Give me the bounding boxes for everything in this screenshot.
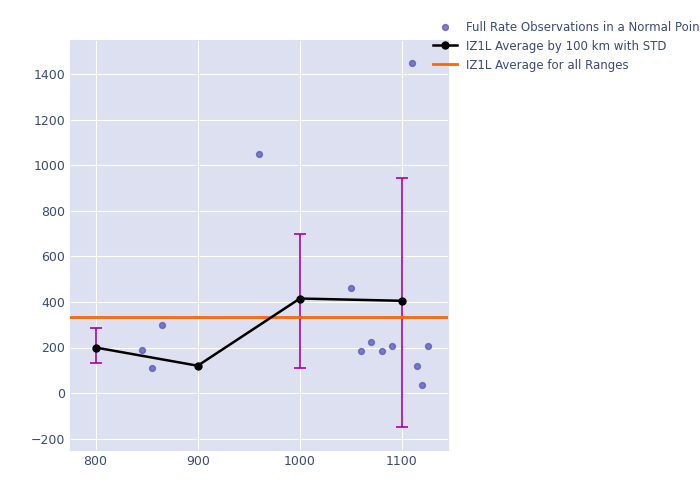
- Legend: Full Rate Observations in a Normal Point, IZ1L Average by 100 km with STD, IZ1L : Full Rate Observations in a Normal Point…: [433, 21, 700, 71]
- Full Rate Observations in a Normal Point: [407, 59, 418, 67]
- Line: IZ1L Average by 100 km with STD: IZ1L Average by 100 km with STD: [92, 295, 405, 369]
- Full Rate Observations in a Normal Point: [376, 347, 387, 355]
- IZ1L Average by 100 km with STD: [193, 362, 202, 368]
- Full Rate Observations in a Normal Point: [156, 320, 167, 328]
- Full Rate Observations in a Normal Point: [386, 342, 398, 350]
- IZ1L Average by 100 km with STD: [295, 296, 304, 302]
- Full Rate Observations in a Normal Point: [366, 338, 377, 346]
- IZ1L Average by 100 km with STD: [91, 344, 99, 350]
- Full Rate Observations in a Normal Point: [422, 342, 433, 350]
- Full Rate Observations in a Normal Point: [345, 284, 356, 292]
- Full Rate Observations in a Normal Point: [90, 344, 101, 351]
- IZ1L Average by 100 km with STD: [398, 298, 406, 304]
- Full Rate Observations in a Normal Point: [417, 381, 428, 389]
- Full Rate Observations in a Normal Point: [412, 362, 423, 370]
- Full Rate Observations in a Normal Point: [136, 346, 147, 354]
- Full Rate Observations in a Normal Point: [253, 150, 265, 158]
- Full Rate Observations in a Normal Point: [146, 364, 158, 372]
- Full Rate Observations in a Normal Point: [356, 347, 367, 355]
